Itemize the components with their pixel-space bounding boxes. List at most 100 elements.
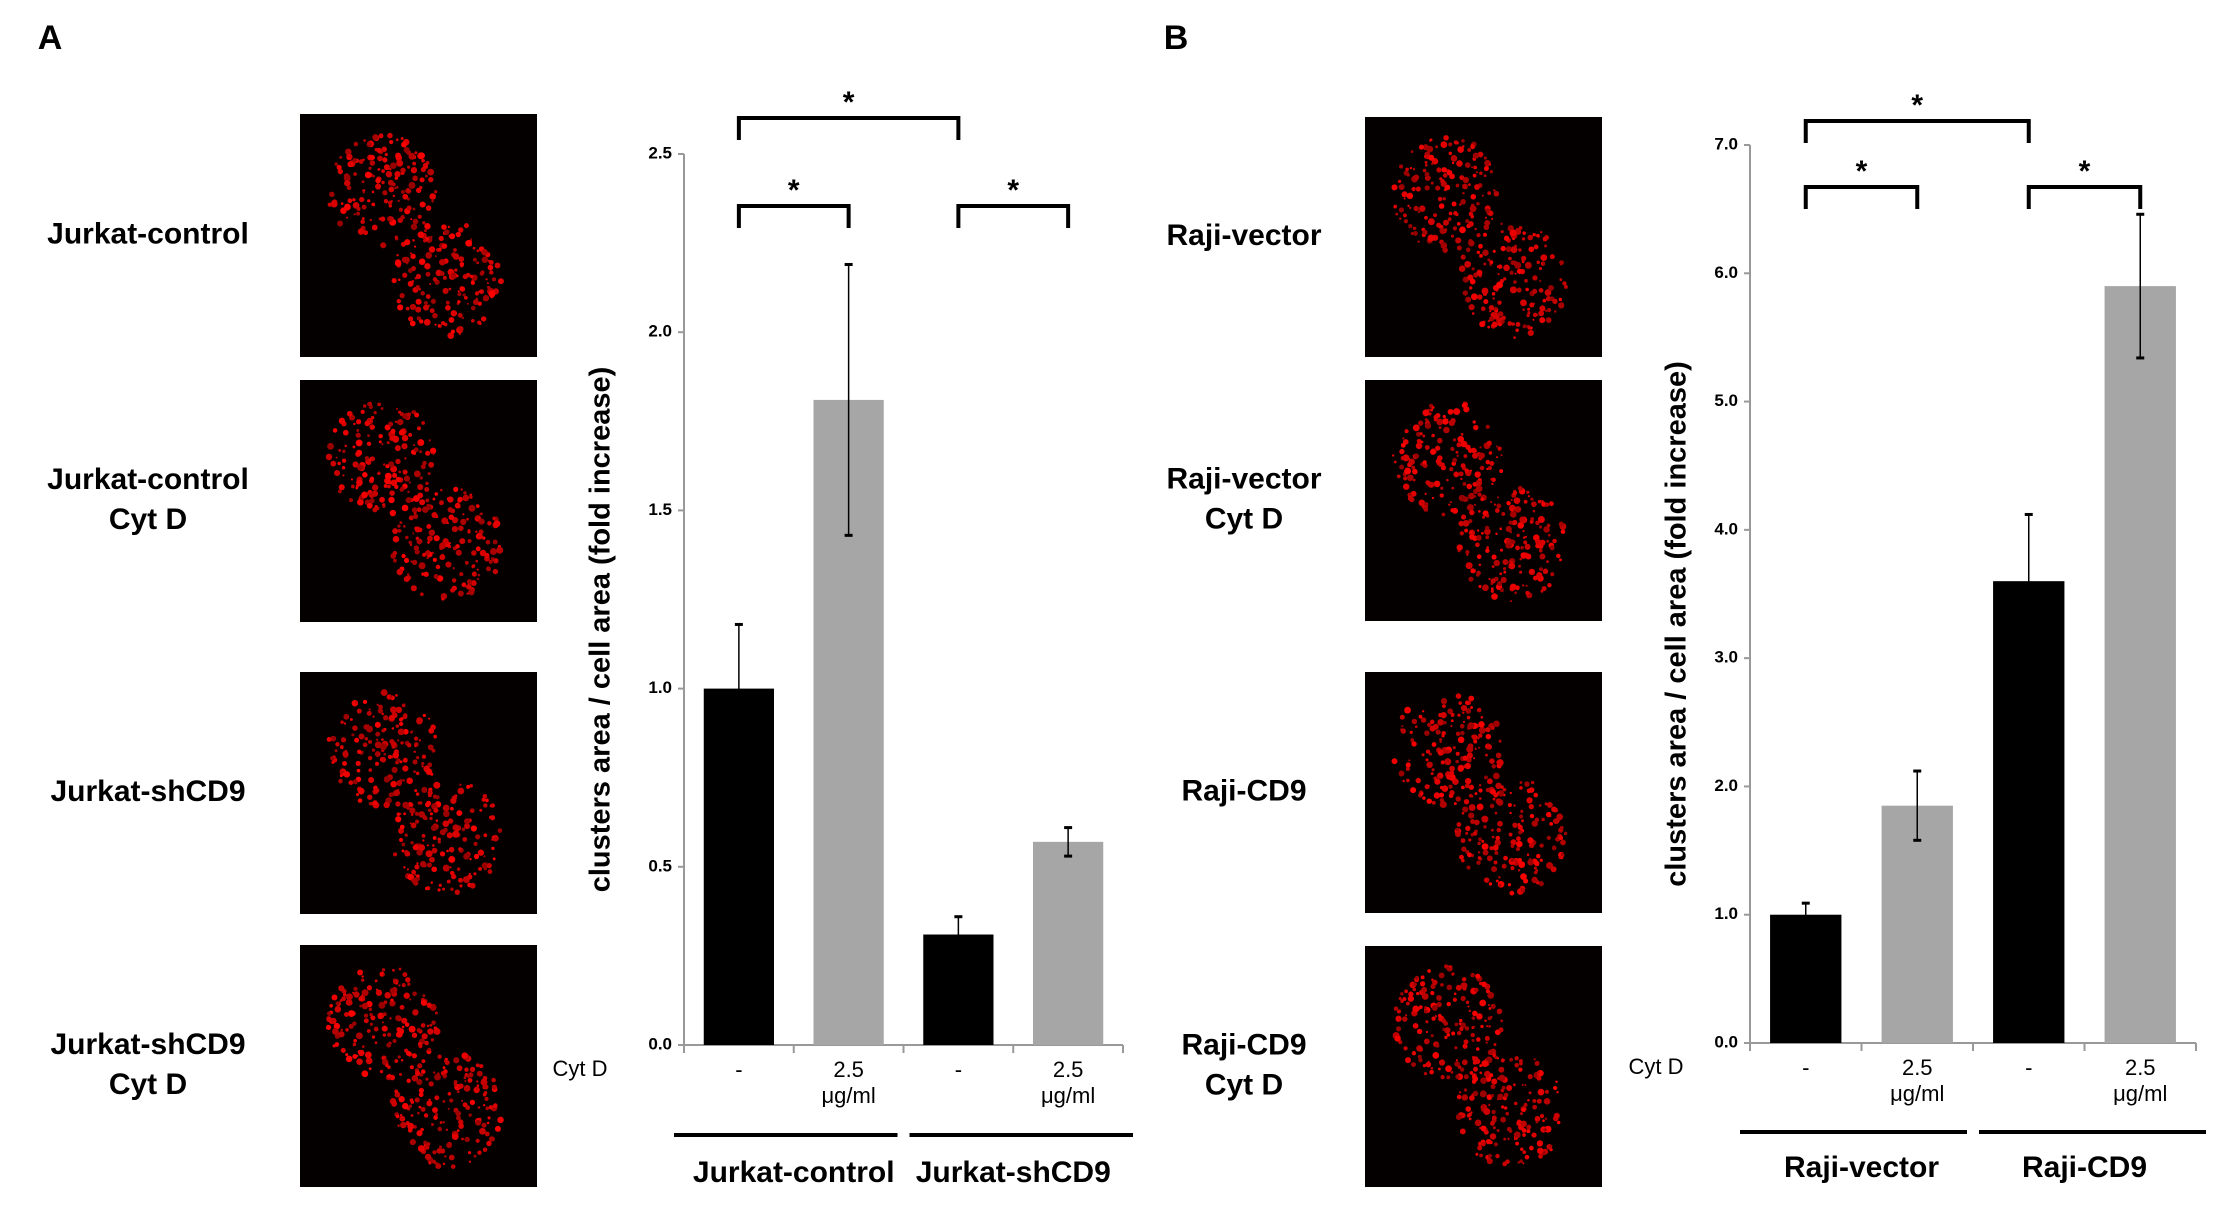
fluorescence-dot — [345, 216, 349, 219]
fluorescence-dot — [402, 757, 408, 763]
fluorescence-dot — [1484, 216, 1487, 219]
fluorescence-dot — [1527, 307, 1531, 311]
fluorescence-dot — [1461, 977, 1467, 982]
fluorescence-dot — [379, 496, 385, 503]
fluorescence-dot — [438, 1145, 443, 1149]
fluorescence-dot — [394, 420, 397, 423]
fluorescence-dot — [1487, 778, 1493, 785]
fluorescence-dot — [1474, 792, 1478, 796]
fluorescence-dot — [1457, 1065, 1462, 1069]
fluorescence-dot — [428, 1081, 434, 1087]
fluorescence-dot — [390, 780, 397, 788]
fluorescence-dot — [1478, 788, 1483, 793]
fluorescence-dot — [1445, 749, 1450, 754]
fluorescence-dot — [1481, 839, 1485, 843]
fluorescence-dot — [1422, 460, 1427, 465]
fluorescence-dot — [334, 162, 338, 166]
fluorescence-dot — [1549, 501, 1554, 507]
fluorescence-dot — [1412, 424, 1420, 432]
fluorescence-dot — [1436, 167, 1442, 173]
fluorescence-dot — [385, 170, 393, 178]
fluorescence-dot — [1509, 811, 1512, 815]
fluorescence-dot — [1496, 791, 1500, 795]
fluorescence-dot — [1474, 184, 1480, 190]
fluorescence-dot — [1469, 469, 1473, 472]
fluorescence-dot — [1541, 500, 1544, 503]
fluorescence-dot — [333, 1022, 340, 1030]
fluorescence-dot — [1456, 245, 1462, 251]
fluorescence-dot — [1521, 237, 1526, 241]
fluorescence-dot — [1413, 231, 1418, 236]
group-label: Raji-CD9 — [2021, 1151, 2148, 1184]
fluorescence-dot — [409, 252, 413, 255]
fluorescence-dot — [437, 1054, 442, 1059]
fluorescence-dot — [479, 289, 485, 295]
fluorescence-dot — [1483, 1108, 1491, 1116]
fluorescence-dot — [420, 166, 426, 173]
fluorescence-dot — [1461, 846, 1467, 852]
fluorescence-dot — [430, 1038, 435, 1042]
fluorescence-dot — [346, 993, 353, 1001]
fluorescence-dot — [1482, 515, 1486, 519]
fluorescence-dot — [426, 556, 430, 560]
fluorescence-dot — [1405, 167, 1409, 172]
fluorescence-dot — [1418, 714, 1423, 719]
fluorescence-dot — [1441, 512, 1446, 517]
fluorescence-dot — [415, 285, 420, 290]
fluorescence-dot — [1424, 185, 1430, 191]
fluorescence-dot — [413, 736, 419, 741]
fluorescence-dot — [1398, 770, 1405, 777]
fluorescence-dot — [1458, 701, 1462, 705]
fluorescence-dot — [394, 484, 399, 489]
fluorescence-dot — [1459, 854, 1464, 860]
fluorescence-dot — [1539, 858, 1543, 862]
fluorescence-dot — [1558, 521, 1564, 527]
fluorescence-dot — [1476, 535, 1482, 541]
fluorescence-dot — [1518, 248, 1522, 252]
fluorescence-dot — [1460, 440, 1468, 448]
fluorescence-dot — [375, 761, 378, 765]
fluorescence-dot — [401, 553, 406, 559]
fluorescence-dot — [1539, 305, 1546, 312]
fluorescence-dot — [1462, 176, 1469, 184]
fluorescence-dot — [454, 502, 461, 509]
fluorescence-dot — [479, 513, 482, 516]
fluorescence-dot — [1444, 1027, 1451, 1034]
fluorescence-dot — [1439, 493, 1444, 498]
fluorescence-dot — [434, 190, 438, 194]
fluorescence-dot — [377, 708, 384, 714]
fluorescence-dot — [352, 1042, 357, 1047]
fluorescence-dot — [1473, 165, 1478, 170]
fluorescence-dot — [340, 207, 347, 214]
fluorescence-dot — [361, 1070, 369, 1078]
fluorescence-dot — [1529, 1145, 1534, 1151]
fluorescence-dot — [375, 989, 383, 996]
fluorescence-dot — [1489, 1133, 1497, 1140]
fluorescence-dot — [1461, 858, 1465, 863]
fluorescence-dot — [420, 1106, 426, 1112]
fluorescence-dot — [1494, 851, 1499, 855]
fluorescence-dot — [427, 226, 430, 229]
fluorescence-dot — [462, 513, 465, 516]
fluorescence-dot — [475, 546, 481, 552]
fluorescence-dot — [480, 270, 485, 275]
fluorescence-dot — [345, 1028, 349, 1032]
fluorescence-dot — [489, 815, 496, 821]
fluorescence-dot — [423, 304, 430, 311]
fluorescence-dot — [472, 246, 476, 250]
fluorescence-dot — [410, 1114, 414, 1117]
fluorescence-dot — [388, 186, 395, 193]
fluorescence-dot — [1472, 1010, 1478, 1017]
fluorescence-dot — [478, 518, 485, 525]
fluorescence-dot — [1441, 734, 1445, 738]
y-tick-label: 5.0 — [1714, 391, 1738, 410]
fluorescence-dot — [1476, 554, 1482, 559]
fluorescence-dot — [459, 262, 465, 267]
fluorescence-dot — [410, 585, 417, 592]
fluorescence-dot — [1475, 479, 1483, 486]
fluorescence-dot — [406, 165, 411, 169]
fluorescence-dot — [353, 1038, 357, 1043]
fluorescence-dot — [491, 1084, 498, 1090]
fluorescence-dot — [1443, 426, 1450, 434]
